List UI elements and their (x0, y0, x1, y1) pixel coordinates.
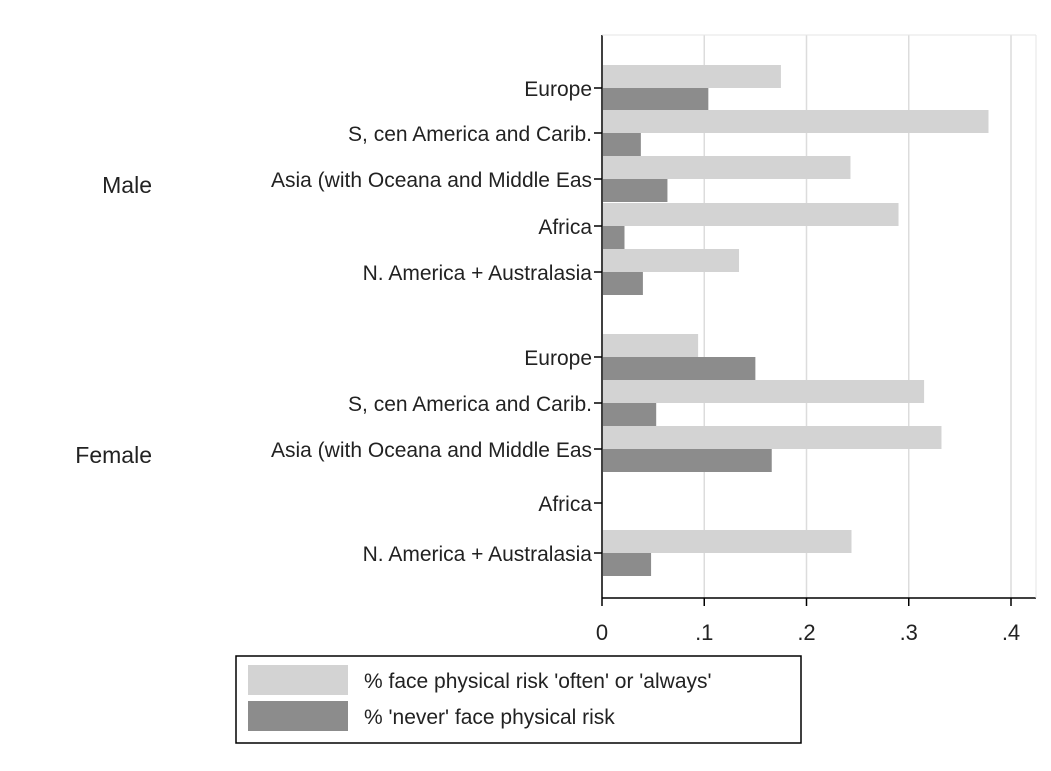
x-tick-label: .3 (900, 620, 918, 645)
bar-female-asia-with-oceana-and-middle-eas-series-2 (603, 449, 772, 472)
bar-male-europe-series-2 (603, 88, 709, 111)
bar-male-s-cen-america-and-carib-series-1 (603, 110, 989, 133)
legend-swatch-2 (248, 701, 348, 731)
category-label: N. America + Australasia (363, 262, 593, 285)
legend-label-2: % 'never' face physical risk (364, 706, 615, 729)
axis-layer: 0 .1 .2 .3 .4 (594, 34, 1037, 645)
bar-male-africa-series-2 (603, 226, 625, 249)
bar-female-s-cen-america-and-carib-series-1 (603, 380, 925, 403)
group-label-female: Female (75, 442, 152, 468)
bar-male-n-america-australasia-series-1 (603, 249, 740, 272)
bar-female-europe-series-2 (603, 357, 756, 380)
labels-layer: Europe S, cen America and Carib. Asia (wit… (75, 78, 592, 566)
bar-male-n-america-australasia-series-2 (603, 272, 643, 295)
category-label: S, cen America and Carib. (348, 123, 592, 146)
bar-female-n-america-australasia-series-1 (603, 530, 852, 553)
x-tick-label: .2 (797, 620, 815, 645)
bars-layer (603, 65, 989, 576)
bar-female-europe-series-1 (603, 334, 699, 357)
category-label: Asia (with Oceana and Middle Eas (271, 439, 592, 462)
bar-male-asia-with-oceana-and-middle-eas-series-2 (603, 179, 668, 202)
legend-swatch-1 (248, 665, 348, 695)
x-tick-label: .1 (695, 620, 713, 645)
category-label: S, cen America and Carib. (348, 393, 592, 416)
x-tick-label: 0 (596, 620, 608, 645)
category-label: Africa (538, 493, 592, 516)
group-label-male: Male (102, 172, 152, 198)
x-tick-label: .4 (1002, 620, 1020, 645)
category-label: Asia (with Oceana and Middle Eas (271, 169, 592, 192)
bar-female-asia-with-oceana-and-middle-eas-series-1 (603, 426, 942, 449)
bar-male-s-cen-america-and-carib-series-2 (603, 133, 641, 156)
legend-label-1: % face physical risk 'often' or 'always' (364, 670, 712, 693)
category-label: Africa (538, 216, 592, 239)
bar-female-n-america-australasia-series-2 (603, 553, 652, 576)
legend: % face physical risk 'often' or 'always'… (235, 655, 802, 744)
bar-male-europe-series-1 (603, 65, 781, 88)
category-label: N. America + Australasia (363, 543, 593, 566)
category-label: Europe (524, 78, 592, 101)
category-label: Europe (524, 347, 592, 370)
bar-female-s-cen-america-and-carib-series-2 (603, 403, 657, 426)
bar-male-africa-series-1 (603, 203, 899, 226)
bar-male-asia-with-oceana-and-middle-eas-series-1 (603, 156, 851, 179)
